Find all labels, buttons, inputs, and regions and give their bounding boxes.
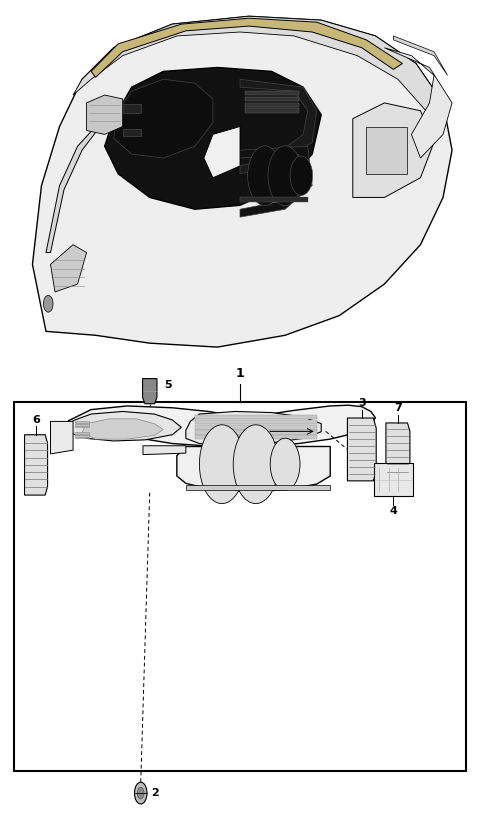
- Polygon shape: [50, 245, 86, 292]
- Polygon shape: [73, 16, 443, 115]
- Polygon shape: [195, 435, 317, 439]
- Polygon shape: [240, 198, 308, 202]
- Polygon shape: [105, 68, 321, 210]
- Polygon shape: [195, 425, 317, 430]
- Polygon shape: [384, 48, 452, 158]
- Polygon shape: [50, 422, 73, 454]
- Polygon shape: [143, 379, 157, 404]
- Text: 4: 4: [389, 506, 397, 516]
- Polygon shape: [374, 463, 413, 496]
- Polygon shape: [240, 146, 312, 217]
- Circle shape: [290, 156, 312, 195]
- Polygon shape: [143, 446, 186, 454]
- Circle shape: [268, 146, 302, 205]
- Polygon shape: [123, 104, 141, 113]
- Polygon shape: [386, 423, 410, 478]
- Polygon shape: [69, 411, 181, 441]
- Polygon shape: [75, 432, 89, 437]
- Polygon shape: [82, 419, 163, 439]
- Polygon shape: [195, 430, 317, 435]
- Polygon shape: [75, 421, 89, 427]
- Polygon shape: [204, 127, 240, 178]
- Polygon shape: [353, 103, 434, 198]
- Polygon shape: [394, 36, 447, 75]
- Text: 5: 5: [164, 380, 172, 390]
- Polygon shape: [244, 96, 299, 101]
- Polygon shape: [33, 16, 452, 347]
- Circle shape: [199, 425, 244, 504]
- Circle shape: [270, 438, 300, 490]
- Polygon shape: [244, 91, 299, 96]
- Circle shape: [134, 782, 147, 804]
- Circle shape: [43, 296, 53, 313]
- Polygon shape: [186, 485, 330, 490]
- Polygon shape: [244, 102, 299, 107]
- Polygon shape: [114, 80, 213, 158]
- Polygon shape: [244, 108, 299, 113]
- Polygon shape: [195, 415, 317, 419]
- Polygon shape: [46, 119, 109, 252]
- Polygon shape: [86, 95, 123, 134]
- Text: 6: 6: [32, 415, 40, 425]
- Bar: [14, 402, 466, 771]
- Circle shape: [233, 425, 278, 504]
- Polygon shape: [91, 18, 402, 77]
- Polygon shape: [195, 420, 317, 424]
- Text: 3: 3: [358, 398, 366, 408]
- Circle shape: [137, 787, 144, 799]
- Polygon shape: [177, 447, 330, 491]
- Polygon shape: [60, 406, 375, 447]
- Polygon shape: [24, 435, 48, 495]
- Text: 7: 7: [394, 403, 402, 413]
- Polygon shape: [348, 418, 376, 481]
- Polygon shape: [186, 411, 321, 445]
- Text: 1: 1: [236, 367, 244, 380]
- Polygon shape: [240, 80, 317, 173]
- Polygon shape: [123, 128, 141, 137]
- Text: 2: 2: [151, 788, 159, 798]
- Polygon shape: [366, 127, 407, 173]
- Circle shape: [248, 146, 282, 205]
